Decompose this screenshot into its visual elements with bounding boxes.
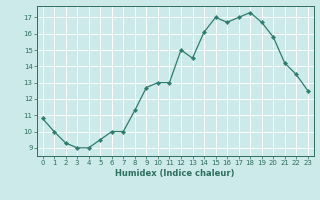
X-axis label: Humidex (Indice chaleur): Humidex (Indice chaleur): [116, 169, 235, 178]
